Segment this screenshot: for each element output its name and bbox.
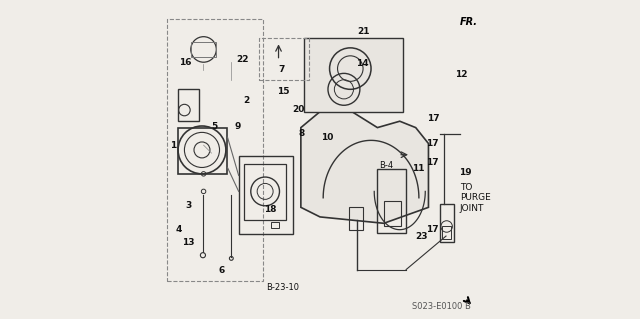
Text: 17: 17 bbox=[426, 225, 438, 234]
Text: 11: 11 bbox=[412, 164, 424, 173]
Text: 7: 7 bbox=[278, 65, 285, 74]
Text: 23: 23 bbox=[415, 232, 428, 241]
Text: TO
PURGE
JOINT: TO PURGE JOINT bbox=[460, 183, 490, 213]
Bar bbox=[244, 164, 286, 220]
Bar bbox=[378, 169, 406, 233]
Text: 17: 17 bbox=[426, 158, 438, 167]
Bar bbox=[239, 156, 293, 234]
Text: 9: 9 bbox=[234, 122, 241, 130]
Bar bbox=[440, 204, 454, 242]
Text: 17: 17 bbox=[427, 114, 440, 123]
Text: 20: 20 bbox=[292, 105, 305, 114]
Text: 3: 3 bbox=[186, 201, 192, 210]
Text: 2: 2 bbox=[243, 96, 249, 105]
Text: 4: 4 bbox=[176, 225, 182, 234]
Text: 21: 21 bbox=[357, 27, 369, 36]
Text: S023-E0100 B: S023-E0100 B bbox=[412, 302, 471, 311]
Bar bbox=[178, 128, 227, 174]
Text: 10: 10 bbox=[321, 133, 333, 142]
Text: 12: 12 bbox=[455, 70, 468, 79]
Bar bbox=[191, 42, 216, 57]
Bar bbox=[384, 201, 401, 226]
Text: 1: 1 bbox=[170, 141, 177, 150]
Bar bbox=[167, 19, 262, 281]
Bar bbox=[271, 222, 278, 228]
Text: 18: 18 bbox=[264, 205, 276, 214]
Text: FR.: FR. bbox=[460, 17, 477, 27]
Text: 14: 14 bbox=[356, 59, 369, 68]
Text: B-23-10: B-23-10 bbox=[266, 283, 299, 292]
Text: 5: 5 bbox=[211, 122, 217, 130]
Bar bbox=[178, 89, 199, 121]
Text: 13: 13 bbox=[182, 238, 195, 247]
Bar bbox=[259, 38, 309, 80]
Text: 16: 16 bbox=[179, 58, 191, 67]
Text: 22: 22 bbox=[236, 56, 248, 64]
Text: 19: 19 bbox=[459, 168, 472, 177]
Bar bbox=[349, 207, 364, 230]
Text: 8: 8 bbox=[298, 129, 305, 138]
Polygon shape bbox=[304, 38, 403, 112]
Text: B-4: B-4 bbox=[380, 161, 394, 170]
Bar bbox=[442, 226, 451, 239]
Text: 15: 15 bbox=[277, 87, 290, 96]
Text: 17: 17 bbox=[426, 139, 438, 148]
Polygon shape bbox=[301, 112, 428, 223]
Text: 6: 6 bbox=[219, 266, 225, 275]
